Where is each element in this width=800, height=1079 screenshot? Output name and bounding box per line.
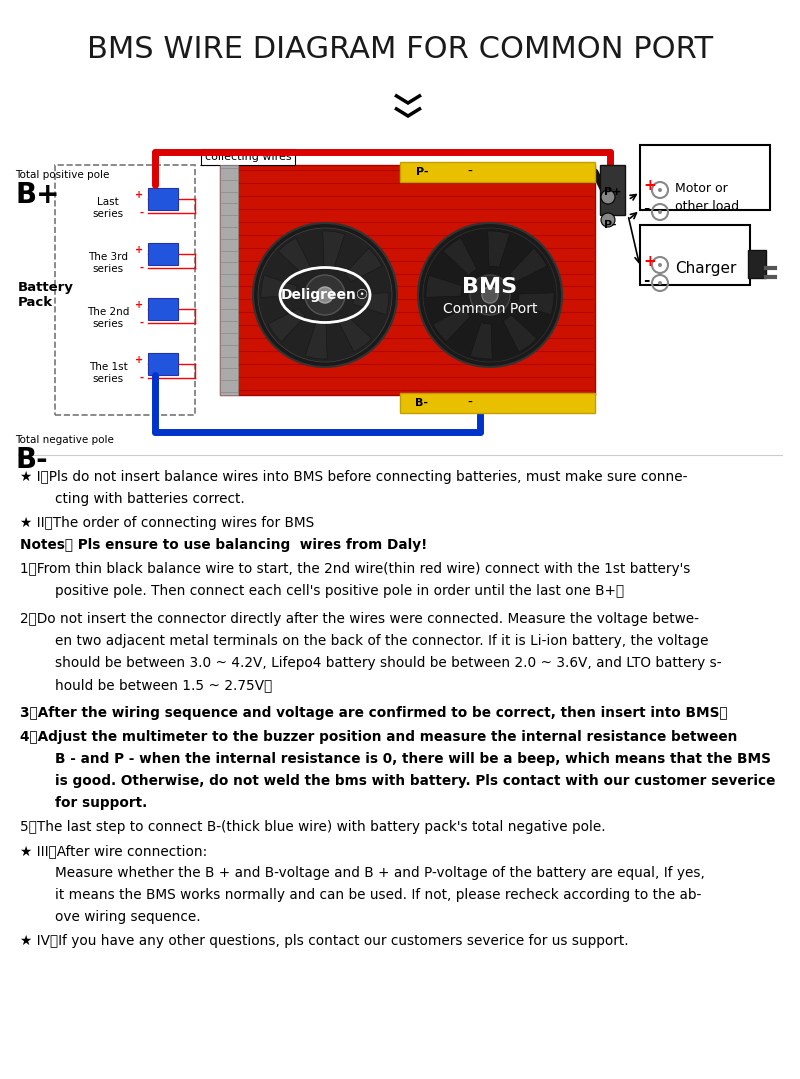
Text: B - and P - when the internal resistance is 0, there will be a beep, which means: B - and P - when the internal resistance… xyxy=(55,752,771,766)
Text: ★ IV、If you have any other questions, pls contact our customers severice for us : ★ IV、If you have any other questions, pl… xyxy=(20,934,629,948)
Text: positive pole. Then connect each cell's positive pole in order until the last on: positive pole. Then connect each cell's … xyxy=(55,584,624,598)
Circle shape xyxy=(258,228,392,361)
Text: +: + xyxy=(643,254,656,269)
Text: -: - xyxy=(139,208,143,218)
Text: ★ II、The order of connecting wires for BMS: ★ II、The order of connecting wires for B… xyxy=(20,516,314,530)
Bar xyxy=(148,353,178,375)
Wedge shape xyxy=(322,231,345,268)
Circle shape xyxy=(658,210,662,214)
Text: B-: B- xyxy=(415,398,429,408)
Bar xyxy=(640,145,770,210)
Bar xyxy=(600,165,625,215)
Bar xyxy=(220,165,238,395)
Text: for support.: for support. xyxy=(55,796,147,810)
Text: 1、From thin black balance wire to start, the 2nd wire(thin red wire) connect wit: 1、From thin black balance wire to start,… xyxy=(20,562,690,576)
Text: 5、The last step to connect B-(thick blue wire) with battery pack's total negativ: 5、The last step to connect B-(thick blue… xyxy=(20,820,606,834)
Wedge shape xyxy=(470,323,492,359)
Circle shape xyxy=(482,287,498,303)
Wedge shape xyxy=(503,315,537,352)
Circle shape xyxy=(601,190,615,204)
Wedge shape xyxy=(345,248,382,282)
Text: The 3rd
series: The 3rd series xyxy=(88,252,128,274)
Text: +: + xyxy=(135,190,143,200)
Text: -: - xyxy=(139,318,143,328)
Text: +: + xyxy=(135,245,143,255)
Text: The 1st
series: The 1st series xyxy=(89,361,127,384)
Text: BMS: BMS xyxy=(462,277,518,297)
Text: Charger: Charger xyxy=(675,260,736,275)
Text: P+: P+ xyxy=(604,187,622,197)
Text: BMS WIRE DIAGRAM FOR COMMON PORT: BMS WIRE DIAGRAM FOR COMMON PORT xyxy=(87,36,713,65)
Text: -: - xyxy=(643,273,650,287)
Bar xyxy=(220,165,595,395)
Wedge shape xyxy=(433,309,470,342)
Text: it means the BMS works normally and can be used. If not, please recheck accordin: it means the BMS works normally and can … xyxy=(55,888,702,902)
Text: Deligreen☉: Deligreen☉ xyxy=(281,288,369,302)
Bar xyxy=(148,298,178,320)
Text: cting with batteries correct.: cting with batteries correct. xyxy=(55,492,245,506)
Wedge shape xyxy=(488,231,510,268)
Circle shape xyxy=(658,263,662,267)
Text: Motor or: Motor or xyxy=(675,181,728,194)
Circle shape xyxy=(253,223,397,367)
Circle shape xyxy=(418,223,562,367)
Bar xyxy=(400,162,595,182)
Text: B+: B+ xyxy=(15,181,59,209)
Text: Battery
Pack: Battery Pack xyxy=(18,281,74,309)
Text: ove wiring sequence.: ove wiring sequence. xyxy=(55,910,201,924)
Text: +: + xyxy=(643,178,656,193)
Text: ★ III、After wire connection:: ★ III、After wire connection: xyxy=(20,844,207,858)
Text: -: - xyxy=(139,263,143,273)
Wedge shape xyxy=(518,292,554,315)
Circle shape xyxy=(601,213,615,227)
Text: +: + xyxy=(135,355,143,365)
Text: Notes： Pls ensure to use balancing  wires from Daly!: Notes： Pls ensure to use balancing wires… xyxy=(20,538,427,552)
Bar xyxy=(148,243,178,265)
Text: -: - xyxy=(467,165,473,179)
Circle shape xyxy=(658,281,662,285)
Text: 4、Adjust the multimeter to the buzzer position and measure the internal resistan: 4、Adjust the multimeter to the buzzer po… xyxy=(20,730,738,745)
Text: -: - xyxy=(139,373,143,383)
Text: should be between 3.0 ~ 4.2V, Lifepo4 battery should be between 2.0 ~ 3.6V, and : should be between 3.0 ~ 4.2V, Lifepo4 ba… xyxy=(55,656,722,670)
Text: B-: B- xyxy=(15,446,48,474)
Text: P-: P- xyxy=(416,167,428,177)
Text: Common Port: Common Port xyxy=(442,302,538,316)
Text: +: + xyxy=(135,300,143,310)
Wedge shape xyxy=(510,248,547,282)
Wedge shape xyxy=(278,238,312,275)
Text: Total negative pole: Total negative pole xyxy=(15,435,114,445)
Text: -: - xyxy=(467,396,473,410)
Text: ★ I、Pls do not insert balance wires into BMS before connecting batteries, must m: ★ I、Pls do not insert balance wires into… xyxy=(20,470,687,484)
Text: en two adjacent metal terminals on the back of the connector. If it is Li-ion ba: en two adjacent metal terminals on the b… xyxy=(55,634,709,648)
Text: is good. Otherwise, do not weld the bms with battery. Pls contact with our custo: is good. Otherwise, do not weld the bms … xyxy=(55,774,775,788)
Text: hould be between 1.5 ~ 2.75V；: hould be between 1.5 ~ 2.75V； xyxy=(55,678,272,692)
Bar xyxy=(748,250,766,278)
Text: 3、After the wiring sequence and voltage are confirmed to be correct, then insert: 3、After the wiring sequence and voltage … xyxy=(20,706,728,720)
Wedge shape xyxy=(353,292,389,315)
Circle shape xyxy=(317,287,333,303)
Circle shape xyxy=(305,275,345,315)
Text: other load: other load xyxy=(675,201,739,214)
Wedge shape xyxy=(426,275,462,297)
Wedge shape xyxy=(268,309,306,342)
Text: P-: P- xyxy=(604,220,617,230)
Bar xyxy=(400,393,595,413)
Text: Last
series: Last series xyxy=(93,197,123,219)
Circle shape xyxy=(658,188,662,192)
Text: 2、Do not insert the connector directly after the wires were connected. Measure t: 2、Do not insert the connector directly a… xyxy=(20,612,699,626)
Circle shape xyxy=(423,228,557,361)
Text: Measure whether the B + and B-voltage and B + and P-voltage of the battery are e: Measure whether the B + and B-voltage an… xyxy=(55,866,705,880)
Text: Total positive pole: Total positive pole xyxy=(15,170,110,180)
Wedge shape xyxy=(261,275,298,297)
Text: -: - xyxy=(643,201,650,216)
Wedge shape xyxy=(306,323,327,359)
Text: The 2nd
series: The 2nd series xyxy=(87,308,129,329)
Bar xyxy=(55,165,195,415)
Wedge shape xyxy=(443,238,477,275)
Circle shape xyxy=(470,275,510,315)
Text: collecting wires: collecting wires xyxy=(205,152,291,162)
Bar xyxy=(640,226,750,285)
Wedge shape xyxy=(338,315,372,352)
Bar xyxy=(148,188,178,210)
